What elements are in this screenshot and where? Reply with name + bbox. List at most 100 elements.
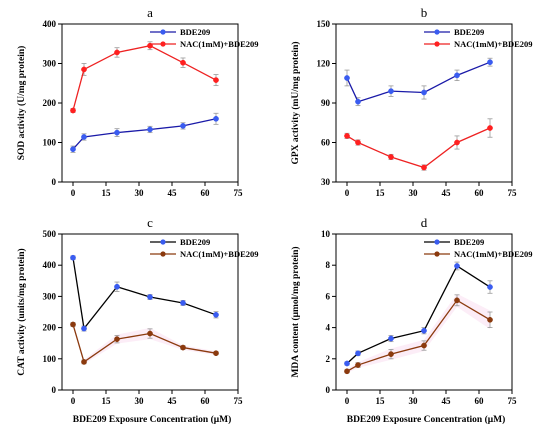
x-tick-label: 15	[376, 188, 386, 198]
data-point	[114, 283, 120, 290]
legend-marker	[434, 239, 440, 245]
x-tick-label: 0	[345, 396, 350, 406]
panel-letter: a	[147, 5, 153, 20]
x-tick-label: 30	[135, 188, 145, 198]
y-tick-label: 2	[326, 354, 331, 364]
y-axis-label: GPX activity (mU/mg protein)	[290, 41, 301, 164]
x-tick-label: 60	[201, 396, 211, 406]
y-tick-label: 4	[326, 323, 331, 333]
data-point	[70, 107, 76, 114]
data-point	[454, 72, 460, 79]
x-tick-label: 0	[71, 396, 76, 406]
data-point	[487, 316, 493, 323]
legend-label: NAC(1mM)+BDE209	[454, 249, 533, 259]
series-bde209	[344, 261, 493, 367]
y-tick-label: 300	[43, 291, 57, 301]
y-tick-label: 200	[43, 98, 57, 108]
x-tick-label: 30	[135, 396, 145, 406]
x-tick-label: 0	[345, 188, 350, 198]
x-tick-label: 45	[442, 396, 452, 406]
data-point	[388, 88, 394, 95]
x-tick-label: 75	[508, 188, 518, 198]
series-bde209	[344, 57, 493, 107]
data-point	[180, 344, 186, 351]
data-point	[147, 126, 153, 133]
legend-label: NAC(1mM)+BDE209	[180, 39, 259, 49]
x-tick-label: 45	[442, 188, 452, 198]
y-tick-label: 500	[43, 229, 57, 239]
legend-marker	[160, 251, 166, 257]
x-tick-label: 45	[168, 396, 178, 406]
legend-label: BDE209	[454, 237, 484, 247]
series-nac-bde209	[70, 321, 219, 365]
data-point	[454, 139, 460, 146]
y-tick-label: 300	[43, 59, 57, 69]
panel-letter: d	[421, 215, 428, 230]
x-tick-label: 0	[71, 188, 76, 198]
legend-label: BDE209	[180, 27, 210, 37]
data-point	[81, 359, 87, 365]
y-tick-label: 400	[43, 19, 57, 29]
panel-letter: c	[147, 215, 153, 230]
data-point	[355, 350, 361, 357]
legend-label: NAC(1mM)+BDE209	[180, 249, 259, 259]
x-tick-label: 15	[102, 188, 112, 198]
data-point	[81, 134, 87, 140]
legend-label: NAC(1mM)+BDE209	[454, 39, 533, 49]
y-axis-label: CAT activity (units/mg protein)	[16, 248, 27, 375]
legend-marker	[434, 251, 440, 257]
data-point	[180, 300, 186, 306]
data-point	[344, 360, 350, 367]
y-tick-label: 100	[43, 138, 57, 148]
series-line	[72, 45, 217, 111]
error-band	[347, 293, 490, 374]
x-tick-label: 75	[234, 396, 244, 406]
data-point	[421, 164, 427, 171]
data-point	[147, 294, 153, 300]
data-point	[147, 330, 153, 337]
data-point	[454, 297, 460, 304]
data-point	[114, 336, 120, 342]
data-point	[70, 321, 76, 328]
data-point	[355, 362, 361, 368]
y-axis-label: MDA content (μmol/mg protein)	[290, 246, 301, 377]
data-point	[213, 115, 219, 122]
plot-frame	[335, 233, 513, 391]
legend-label: BDE209	[180, 237, 210, 247]
legend-marker	[160, 29, 166, 35]
data-point	[81, 66, 87, 73]
series-line	[346, 61, 491, 103]
legend-marker	[160, 41, 166, 47]
series-line	[72, 257, 217, 331]
x-tick-label: 30	[409, 396, 419, 406]
y-tick-label: 6	[326, 291, 331, 301]
data-point	[388, 335, 394, 342]
y-tick-label: 60	[321, 138, 331, 148]
legend-label: BDE209	[454, 27, 484, 37]
data-point	[421, 327, 427, 334]
x-tick-label: 75	[508, 396, 518, 406]
x-tick-label: 30	[409, 188, 419, 198]
data-point	[213, 350, 219, 357]
panel-a: 0 15 30 45 60 75 0 100 200 300 400 a SOD activity (U…	[16, 5, 259, 198]
legend-marker	[434, 29, 440, 35]
x-tick-label: 75	[234, 188, 244, 198]
data-point	[388, 351, 394, 357]
legend-marker	[160, 239, 166, 245]
y-tick-label: 0	[52, 385, 57, 395]
series-bde209	[70, 254, 219, 332]
data-point	[487, 59, 493, 66]
y-tick-label: 120	[317, 59, 331, 69]
panel-c: 0 15 30 45 60 75 0 100 200 300 400 500 c CAT activity…	[16, 215, 259, 425]
series-line	[72, 324, 217, 363]
legend-marker	[434, 41, 440, 47]
y-tick-label: 100	[43, 354, 57, 364]
data-point	[487, 284, 493, 290]
y-tick-label: 400	[43, 260, 57, 270]
x-tick-label: 15	[102, 396, 112, 406]
series-nac-bde209	[70, 41, 219, 114]
series-nac-bde209	[344, 118, 493, 171]
data-point	[114, 129, 120, 136]
x-axis-label: BDE209 Exposure Concentration (μM)	[347, 414, 506, 425]
